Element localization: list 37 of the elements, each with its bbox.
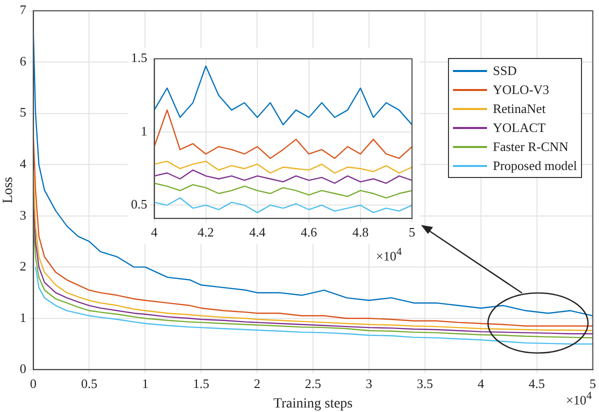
legend-label: Proposed model: [492, 158, 577, 174]
legend-label: Faster R-CNN: [492, 138, 568, 154]
legend-label: RetinaNet: [492, 100, 546, 116]
y-tick-label: 3: [20, 207, 26, 222]
y-tick-label: 7: [20, 2, 27, 18]
x-tick-label: 4.5: [528, 376, 545, 391]
x-tick-label: 4: [151, 224, 158, 240]
x-axis-title: Training steps: [273, 396, 353, 412]
y-tick-label: 2: [20, 258, 26, 274]
legend-label: YOLACT: [492, 120, 546, 136]
text: ×10$^{4}$: [566, 390, 592, 408]
y-tick-label: 0.5: [131, 196, 148, 212]
x-tick-label: 1.5: [193, 376, 210, 391]
legend-label: SSD: [492, 62, 517, 78]
x-tick-label: 4.6: [300, 224, 318, 240]
x-tick-label: 2: [254, 376, 260, 391]
x-tick-label: 4: [478, 376, 485, 391]
x-tick-label: 2.5: [304, 376, 322, 391]
x-tick-label: 5: [590, 376, 596, 391]
legend-label: YOLO-V3: [492, 82, 550, 98]
y-tick-label: 1: [20, 310, 26, 325]
y-tick-label: 5: [20, 104, 26, 120]
y-axis-title: Loss: [1, 176, 16, 204]
y-tick-label: 1: [140, 123, 148, 138]
annotation: ×10$^{4}$: [376, 246, 402, 264]
x-tick-label: 3.5: [416, 376, 434, 391]
x-tick-label: 3: [366, 376, 372, 391]
y-tick-label: 4: [20, 156, 27, 171]
x-tick-label: 4.8: [352, 224, 369, 240]
y-tick-label: 0: [20, 361, 26, 376]
y-tick-label: 6: [20, 53, 27, 68]
x-tick-label: 0: [30, 376, 37, 391]
x-tick-label: 4.2: [198, 224, 214, 240]
x-tick-label: 0.5: [81, 376, 98, 391]
x-tick-label: 4.4: [249, 224, 266, 240]
y-tick-label: 1.5: [131, 50, 148, 66]
x-tick-label: 5: [408, 224, 416, 240]
